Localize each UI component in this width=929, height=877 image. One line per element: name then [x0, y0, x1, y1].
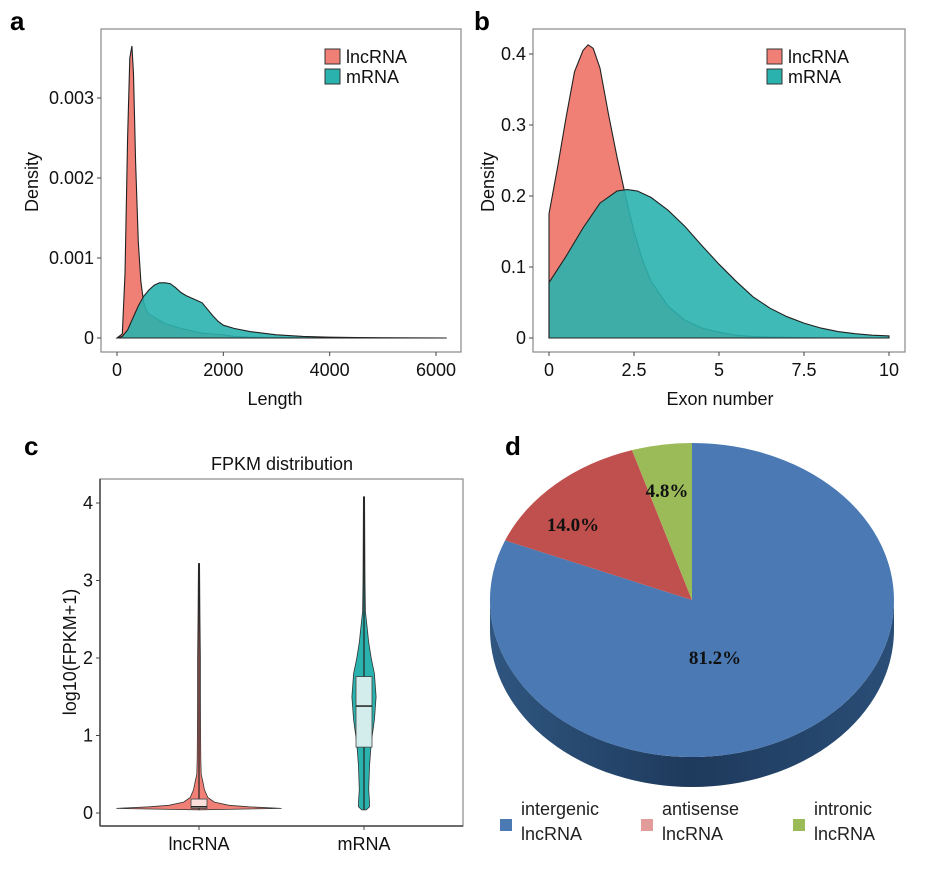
legend-label-mrna: mRNA: [346, 67, 399, 87]
legend: lncRNA mRNA: [324, 47, 407, 87]
legend-swatch-intronic: [793, 819, 805, 831]
y-tick-label: 0: [516, 328, 526, 348]
pie-side-intergenic: [490, 600, 894, 787]
density-area-mrna: [548, 189, 890, 339]
x-tick-label: 10: [879, 360, 899, 380]
x-tick-label: 0: [112, 360, 122, 380]
panel-b-letter: b: [474, 6, 490, 36]
pie-slice-antisense: [505, 450, 692, 600]
legend: lncRNA mRNA: [766, 47, 849, 87]
panel-d-letter: d: [505, 431, 521, 461]
panel-d-pie-lncrna-types: 81.2% 14.0% 4.8% intergenic lncRNA antisense…: [489, 443, 894, 844]
pie-label-antisense: 14.0%: [547, 515, 599, 536]
pie-label-intronic: 4.8%: [646, 481, 689, 502]
legend-swatch-lncrna: [766, 48, 783, 65]
y-tick-label: 0.3: [501, 115, 526, 135]
y-axis-label: Density: [478, 152, 498, 212]
box-lncrna: [190, 798, 208, 809]
panel-c-violin-fpkm: FPKM distribution 0 1 2 3 4 lncRNA mRNA log10…: [60, 454, 464, 854]
legend-swatch-antisense: [641, 819, 653, 831]
y-tick-label: 0.003: [49, 88, 94, 108]
legend-label-mrna: mRNA: [788, 67, 841, 87]
legend-label-antisense-line2: lncRNA: [662, 824, 723, 844]
x-tick-label: 6000: [416, 360, 456, 380]
y-axis-label: log10(FPKM+1): [60, 589, 80, 716]
y-tick-label: 3: [83, 571, 93, 591]
legend-label-intergenic-line2: lncRNA: [521, 824, 582, 844]
y-tick-label: 4: [83, 493, 93, 513]
pie-label-intergenic: 81.2%: [689, 648, 741, 669]
chart-title: FPKM distribution: [211, 454, 353, 474]
x-axis-label: Exon number: [666, 389, 773, 409]
legend-swatch-intergenic: [500, 819, 512, 831]
y-tick-label: 0.1: [501, 257, 526, 277]
x-tick-label: 0: [544, 360, 554, 380]
x-tick-label: lncRNA: [168, 834, 229, 854]
y-tick-label: 0.002: [49, 168, 94, 188]
density-area-mrna: [116, 282, 447, 339]
y-axis-label: Density: [22, 152, 42, 212]
y-tick-label: 0.2: [501, 186, 526, 206]
y-tick-label: 0: [84, 328, 94, 348]
legend-swatch-mrna: [766, 68, 783, 85]
y-tick-label: 1: [83, 726, 93, 746]
legend-label-intronic: intronic: [814, 799, 872, 819]
y-tick-label: 2: [83, 648, 93, 668]
box-mrna: [355, 676, 373, 748]
pie-slice-intronic: [632, 443, 692, 600]
y-tick-label: 0.001: [49, 248, 94, 268]
x-tick-label: 2.5: [621, 360, 646, 380]
legend-swatch-mrna: [324, 68, 341, 85]
legend-label-intergenic: intergenic: [521, 799, 599, 819]
x-tick-label: 2000: [203, 360, 243, 380]
plot-frame: [99, 478, 464, 827]
y-tick-label: 0.4: [501, 44, 526, 64]
legend-label-antisense: antisense: [662, 799, 739, 819]
panel-b-density-exon: 0 0.1 0.2 0.3 0.4 0 2.5 5 7.5 10 Exon number Den…: [478, 28, 906, 409]
panel-a-density-length: 0 0.001 0.002 0.003 0 2000 4000 6000 Length De…: [22, 28, 462, 409]
legend-label-intronic-line2: lncRNA: [814, 824, 875, 844]
x-tick-label: 5: [714, 360, 724, 380]
legend-swatch-lncrna: [324, 48, 341, 65]
x-axis-label: Length: [247, 389, 302, 409]
legend-label-lncrna: lncRNA: [346, 47, 407, 67]
x-tick-label: 7.5: [791, 360, 816, 380]
x-tick-label: mRNA: [338, 834, 391, 854]
x-tick-label: 4000: [310, 360, 350, 380]
legend-label-lncrna: lncRNA: [788, 47, 849, 67]
panel-a-letter: a: [10, 6, 25, 36]
y-tick-label: 0: [83, 803, 93, 823]
pie-slice-intergenic: [489, 443, 894, 757]
panel-c-letter: c: [24, 431, 38, 461]
